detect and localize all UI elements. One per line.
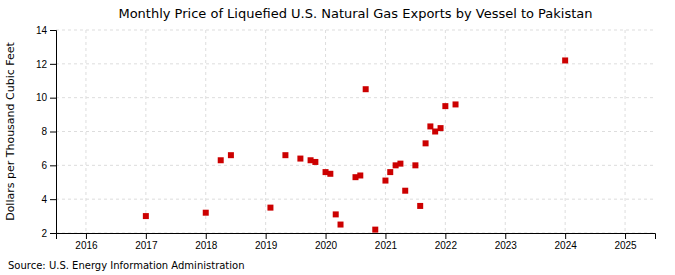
x-tick: 2016 [75,233,98,251]
grid-line-x [445,30,446,233]
x-tick-label: 2024 [555,240,578,251]
x-axis: 2016 2017 2018 2019 2020 2021 2022 2023 2024 2025 [57,233,656,251]
y-axis-line [50,31,57,234]
x-tick: 2025 [614,233,637,251]
point [417,203,423,209]
x-tick: 2023 [495,233,518,251]
x-tick: 2022 [435,233,458,251]
point [402,188,408,194]
point [218,157,224,163]
x-tick: 2017 [135,233,158,251]
x-tick-label: 2018 [195,240,218,251]
grid-line-x [385,30,386,233]
point [363,86,369,92]
source-note: Source: U.S. Energy Information Administ… [8,260,245,271]
point [143,213,149,219]
point [397,161,403,167]
point [282,152,288,158]
y-tick-label: 6 [41,160,47,171]
x-tick-label: 2016 [75,240,98,251]
point [438,125,444,131]
point [327,171,333,177]
point [357,172,363,178]
x-tick: 2024 [555,233,578,251]
grid-line-x [325,30,326,233]
x-tick: 2020 [315,233,338,251]
x-tick-mark [86,233,87,239]
x-tick-mark [146,233,147,239]
x-tick-label: 2023 [495,240,518,251]
y-tick-label: 14 [36,25,48,36]
grid [56,30,655,233]
point [423,140,429,146]
x-tick-label: 2020 [315,240,338,251]
point [432,129,438,135]
y-tick: 4 [41,194,56,205]
title: Monthly Price of Liquefied U.S. Natural … [118,6,592,21]
grid-line-x [625,30,626,233]
x-tick-label: 2017 [135,240,158,251]
y-tick-mark [50,132,56,133]
x-axis-line [57,234,656,240]
point [338,222,344,228]
y-tick: 8 [41,126,56,137]
point [297,156,303,162]
point [387,169,393,175]
x-tick-mark [266,233,267,239]
x-tick-label: 2021 [375,240,398,251]
y-tick-mark [50,98,56,99]
x-tick-mark [385,233,386,239]
y-axis-label: Dollars per Thousand Cubic Feet [4,41,17,220]
point [203,210,209,216]
x-tick-mark [326,233,327,239]
y-tick-label: 10 [36,92,48,103]
y-tick: 6 [41,160,56,171]
x-tick-label: 2022 [435,240,458,251]
y-tick: 14 [36,25,56,36]
grid-line-x [505,30,506,233]
y-tick: 12 [36,59,56,70]
x-tick-mark [505,233,506,239]
chart: 2016 2017 2018 2019 2020 2021 2022 2023 2024 2025… [0,0,675,275]
y-tick-label: 8 [41,126,47,137]
point [382,178,388,184]
grid-line-y [56,131,655,132]
y-tick: 10 [36,92,56,103]
point [228,152,234,158]
point [562,57,568,63]
grid-line-y [56,199,655,200]
x-tick: 2018 [195,233,218,251]
point [442,103,448,109]
grid-line-y [56,165,655,166]
x-tick-mark [206,233,207,239]
point [453,101,459,107]
y-axis: 2 4 6 8 10 12 14 [36,25,57,239]
x-tick-mark [625,233,626,239]
grid-line-y [56,97,655,98]
grid-line-y [56,30,655,31]
x-tick: 2019 [255,233,278,251]
point [372,227,378,233]
point [333,211,339,217]
point [267,205,273,211]
points [143,57,568,232]
y-tick: 2 [41,228,56,239]
point [312,159,318,165]
y-tick-mark [50,30,56,31]
x-tick-label: 2025 [614,240,637,251]
y-tick-mark [50,64,56,65]
y-tick-mark [50,165,56,166]
y-tick-mark [50,233,56,234]
y-tick-label: 4 [41,194,47,205]
x-tick-label: 2019 [255,240,278,251]
x-tick: 2021 [375,233,398,251]
y-tick-label: 2 [41,228,47,239]
plot-area: 2016 2017 2018 2019 2020 2021 2022 2023 2024 2025… [36,25,656,251]
y-tick-label: 12 [36,59,48,70]
grid-line-y [56,63,655,64]
x-tick-mark [445,233,446,239]
x-tick-mark [565,233,566,239]
point [412,162,418,168]
y-tick-mark [50,199,56,200]
